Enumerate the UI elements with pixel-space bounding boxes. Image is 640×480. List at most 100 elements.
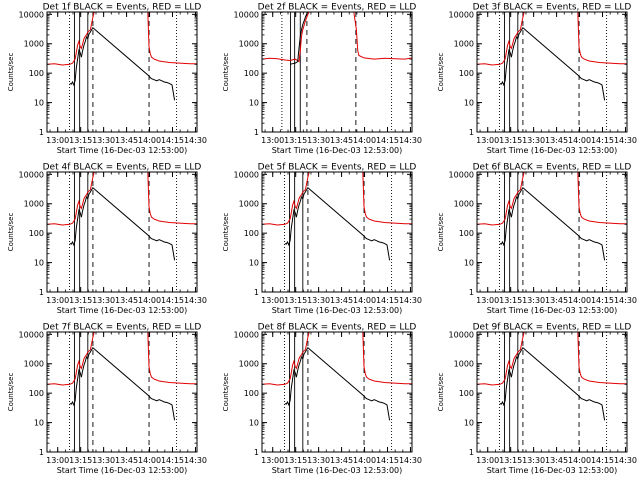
plot-frame [46,331,198,453]
x-tick-label: 14:30 [614,456,637,465]
x-axis-label: Start Time (16-Dec-03 12:53:00) [57,146,188,155]
x-axis-label: Start Time (16-Dec-03 12:53:00) [272,466,403,475]
y-tick-label: 100 [244,389,259,398]
x-tick-label: 14:00 [568,456,591,465]
x-tick-label: 13:00 [476,456,499,465]
plot-frame [476,171,628,293]
y-tick-label: 1000 [24,200,44,209]
y-tick-label: 10000 [449,330,474,339]
x-tick-label: 13:00 [476,136,499,145]
y-tick-label: 1000 [239,360,259,369]
x-tick-label: 14:30 [184,456,207,465]
panel-6: Det 6f BLACK = Events, RED = LLD Counts/s… [437,163,637,316]
y-tick-label: 100 [459,229,474,238]
panel-5: Det 5f BLACK = Events, RED = LLD Counts/s… [222,163,422,316]
x-tick-label: 14:15 [591,456,614,465]
x-axis-label: Start Time (16-Dec-03 12:53:00) [57,306,188,315]
x-axis-label: Start Time (16-Dec-03 12:53:00) [272,306,403,315]
x-tick-label: 13:30 [522,456,545,465]
x-tick-label: 13:30 [307,296,330,305]
y-tick-label: 1 [469,288,474,297]
x-tick-label: 14:15 [161,296,184,305]
y-tick-label: 100 [459,69,474,78]
lld-series-line [477,332,627,386]
y-tick-label: 1 [469,128,474,137]
lld-series-line [262,172,412,226]
x-tick-label: 13:15 [69,296,92,305]
panel-title: Det 7f BLACK = Events, RED = LLD [43,323,202,333]
lld-series-line [47,12,197,66]
x-tick-label: 13:45 [115,456,138,465]
lld-series-line [477,12,627,66]
x-tick-label: 14:15 [591,296,614,305]
x-tick-label: 13:00 [261,136,284,145]
x-tick-label: 14:15 [376,296,399,305]
x-tick-label: 13:15 [69,456,92,465]
events-series-line [69,346,176,421]
x-axis-label: Start Time (16-Dec-03 12:53:00) [272,146,403,155]
panel-8: Det 8f BLACK = Events, RED = LLD Counts/s… [222,323,422,476]
y-tick-label: 1000 [24,40,44,49]
x-tick-label: 14:00 [353,456,376,465]
x-tick-label: 13:30 [307,136,330,145]
y-tick-label: 10 [464,99,474,108]
x-tick-label: 13:45 [115,296,138,305]
x-tick-label: 13:30 [307,456,330,465]
x-tick-label: 14:30 [614,296,637,305]
x-tick-label: 13:45 [545,296,568,305]
y-tick-label: 10 [464,419,474,428]
x-axis-label: Start Time (16-Dec-03 12:53:00) [487,146,618,155]
x-tick-label: 13:45 [330,296,353,305]
x-tick-label: 14:15 [376,456,399,465]
x-tick-label: 14:15 [591,136,614,145]
y-tick-label: 10000 [234,10,259,19]
panel-title: Det 5f BLACK = Events, RED = LLD [258,163,417,173]
y-axis-label: Counts/sec [222,213,230,252]
y-tick-label: 10 [249,419,259,428]
y-tick-label: 10 [34,259,44,268]
panel-title: Det 4f BLACK = Events, RED = LLD [43,163,202,173]
y-tick-label: 1 [39,128,44,137]
events-series-line [69,26,176,101]
plot-frame [46,11,198,133]
events-series-line [289,12,309,65]
y-tick-label: 1 [469,448,474,457]
x-axis-label: Start Time (16-Dec-03 12:53:00) [57,466,188,475]
y-tick-label: 100 [29,389,44,398]
events-series-line [499,346,606,421]
x-tick-label: 13:30 [92,296,115,305]
y-axis-label: Counts/sec [437,373,445,412]
x-tick-label: 13:45 [115,136,138,145]
y-tick-label: 100 [244,69,259,78]
x-tick-label: 14:00 [138,456,161,465]
y-tick-label: 1000 [239,200,259,209]
plot-frame [476,11,628,133]
panel-9: Det 9f BLACK = Events, RED = LLD Counts/s… [437,323,637,476]
y-tick-label: 10000 [449,10,474,19]
y-tick-label: 1 [39,448,44,457]
x-tick-label: 13:15 [284,136,307,145]
x-tick-label: 14:15 [161,456,184,465]
x-tick-label: 14:00 [138,296,161,305]
lld-series-line [47,332,197,386]
y-tick-label: 10000 [19,330,44,339]
lld-series-line [262,12,412,63]
x-tick-label: 13:15 [499,456,522,465]
y-axis-label: Counts/sec [222,373,230,412]
panel-2: Det 2f BLACK = Events, RED = LLD Counts/s… [222,3,422,156]
y-axis-label: Counts/sec [437,53,445,92]
panel-title: Det 9f BLACK = Events, RED = LLD [473,323,632,333]
x-axis-label: Start Time (16-Dec-03 12:53:00) [487,306,618,315]
x-tick-label: 13:15 [284,296,307,305]
x-tick-label: 13:00 [261,456,284,465]
x-tick-label: 13:00 [46,296,69,305]
y-tick-label: 10 [249,99,259,108]
plot-frame [261,331,413,453]
x-tick-label: 13:45 [330,456,353,465]
y-tick-label: 10000 [234,170,259,179]
y-tick-label: 1000 [454,360,474,369]
x-tick-label: 14:00 [568,136,591,145]
panel-title: Det 6f BLACK = Events, RED = LLD [473,163,632,173]
y-tick-label: 10 [34,99,44,108]
x-tick-label: 14:30 [184,136,207,145]
